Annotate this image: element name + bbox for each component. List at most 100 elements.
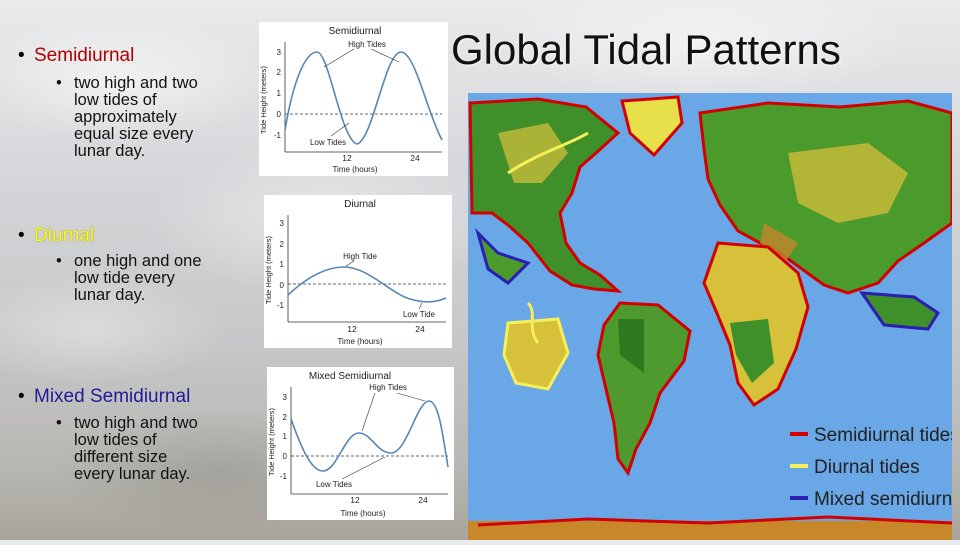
- semidiurnal-description: • two high and two low tides of approxim…: [56, 74, 198, 160]
- y-tick: 2: [280, 240, 285, 249]
- y-tick: 0: [277, 110, 282, 119]
- low-tide-label: Low Tide: [403, 310, 436, 319]
- high-tides-label: High Tides: [348, 40, 386, 49]
- y-tick: 0: [283, 452, 288, 461]
- x-ticks: 12 24: [350, 495, 428, 505]
- pointer-line: [361, 392, 376, 432]
- legend-label: Mixed semidiurnal tides: [814, 489, 952, 510]
- desc-line: equal size every: [74, 125, 194, 143]
- y-axis-label: Tide Height (meters): [264, 235, 273, 304]
- y-ticks: 3 2 1 0 -1: [274, 48, 282, 140]
- sub-bullet-dot: •: [56, 74, 62, 92]
- y-tick: 1: [277, 89, 282, 98]
- x-axis-label: Time (hours): [332, 165, 377, 174]
- mixed-heading: Mixed Semidiurnal: [34, 386, 191, 407]
- plateau: [760, 223, 798, 261]
- sub-bullet-dot: •: [56, 414, 62, 432]
- y-tick: 1: [283, 432, 288, 441]
- asia-highlands: [788, 143, 908, 223]
- desc-line: lunar day.: [74, 142, 146, 160]
- diurnal-description: • one high and one low tide every lunar …: [56, 252, 202, 304]
- desc-line: low tides of: [74, 431, 157, 449]
- x-tick: 12: [350, 495, 360, 505]
- x-tick: 12: [347, 324, 357, 334]
- y-tick: 3: [277, 48, 282, 57]
- x-tick: 24: [410, 153, 420, 163]
- desc-line: every lunar day.: [74, 465, 191, 483]
- tide-curve: [290, 400, 449, 472]
- map-legend: Semidiurnal tides Diurnal tides Mixed se…: [790, 425, 960, 510]
- diurnal-graph: Diurnal Tide Height (meters) 3 2 1 0 -1 …: [264, 195, 452, 348]
- desc-line: two high and two: [74, 414, 198, 432]
- bullet-mixed: • Mixed Semidiurnal: [18, 386, 190, 408]
- low-tides-label: Low Tides: [310, 138, 346, 147]
- x-axis-label: Time (hours): [337, 337, 382, 346]
- y-tick: 2: [283, 413, 288, 422]
- pointer-line: [323, 48, 355, 68]
- central-africa: [730, 319, 774, 383]
- west-coast-segment: [475, 227, 531, 285]
- y-tick: 3: [280, 219, 285, 228]
- desc-line: two high and two: [74, 74, 198, 92]
- legend-label: Diurnal tides: [814, 457, 920, 478]
- sub-bullet-dot: •: [56, 252, 62, 270]
- desc-line: different size: [74, 448, 168, 466]
- world-tide-map: Semidiurnal tides Diurnal tides Mixed se…: [468, 93, 960, 540]
- graph-title: Mixed Semidiurnal: [309, 371, 391, 382]
- y-tick: 3: [283, 393, 288, 402]
- pointer-line: [370, 48, 400, 63]
- mixed-semidiurnal-graph: Mixed Semidiurnal Tide Height (meters) 3…: [267, 367, 454, 520]
- pointer-line: [345, 260, 355, 267]
- graph-title: Diurnal: [344, 199, 376, 210]
- pointer-line: [341, 456, 386, 480]
- y-tick: -1: [277, 301, 285, 310]
- y-tick: -1: [274, 131, 282, 140]
- y-axis-label: Tide Height (meters): [259, 65, 268, 134]
- x-tick: 24: [415, 324, 425, 334]
- amazon-forest: [618, 319, 644, 373]
- y-tick: 2: [277, 68, 282, 77]
- low-tides-label: Low Tides: [316, 480, 352, 489]
- pointer-line: [396, 392, 426, 402]
- tide-curve: [284, 51, 443, 145]
- bullet-dot: •: [18, 225, 25, 246]
- y-tick: 0: [280, 281, 285, 290]
- desc-line: low tides of: [74, 91, 157, 109]
- y-tick: -1: [280, 472, 288, 481]
- pointer-line: [418, 302, 423, 310]
- x-ticks: 12 24: [347, 324, 425, 334]
- bullet-dot: •: [18, 45, 25, 66]
- semidiurnal-heading: Semidiurnal: [34, 45, 135, 66]
- mixed-description: • two high and two low tides of differen…: [56, 414, 198, 483]
- semidiurnal-graph: Semidiurnal Tide Height (meters) 3 2 1 0…: [259, 22, 448, 176]
- legend-label: Semidiurnal tides: [814, 425, 952, 446]
- desc-line: lunar day.: [74, 286, 146, 304]
- x-tick: 12: [342, 153, 352, 163]
- antarctica: [468, 521, 952, 540]
- southeast-asia-islands: [858, 291, 941, 331]
- desc-line: one high and one: [74, 252, 202, 270]
- high-tides-label: High Tides: [369, 383, 407, 392]
- graph-title: Semidiurnal: [329, 26, 382, 37]
- diurnal-heading: Diurnal: [34, 225, 95, 246]
- tide-curve: [287, 266, 447, 303]
- x-axis-label: Time (hours): [340, 509, 385, 518]
- y-axis-label: Tide Height (meters): [267, 407, 276, 476]
- bullet-dot: •: [18, 386, 25, 407]
- bullet-semidiurnal: • Semidiurnal: [18, 45, 134, 67]
- pointer-line: [330, 122, 350, 137]
- diurnal-coast: [526, 301, 540, 344]
- high-tide-label: High Tide: [343, 252, 377, 261]
- y-tick: 1: [280, 260, 285, 269]
- y-ticks: 3 2 1 0 -1: [277, 219, 285, 310]
- australia: [502, 317, 570, 391]
- y-ticks: 3 2 1 0 -1: [280, 393, 288, 481]
- x-ticks: 12 24: [342, 153, 420, 163]
- desc-line: low tide every: [74, 269, 175, 287]
- greenland: [620, 95, 684, 158]
- antarctic-coast: [477, 515, 953, 527]
- x-tick: 24: [418, 495, 428, 505]
- desc-line: approximately: [74, 108, 177, 126]
- bullet-diurnal: • Diurnal: [18, 225, 94, 247]
- diurnal-coast: [507, 131, 589, 175]
